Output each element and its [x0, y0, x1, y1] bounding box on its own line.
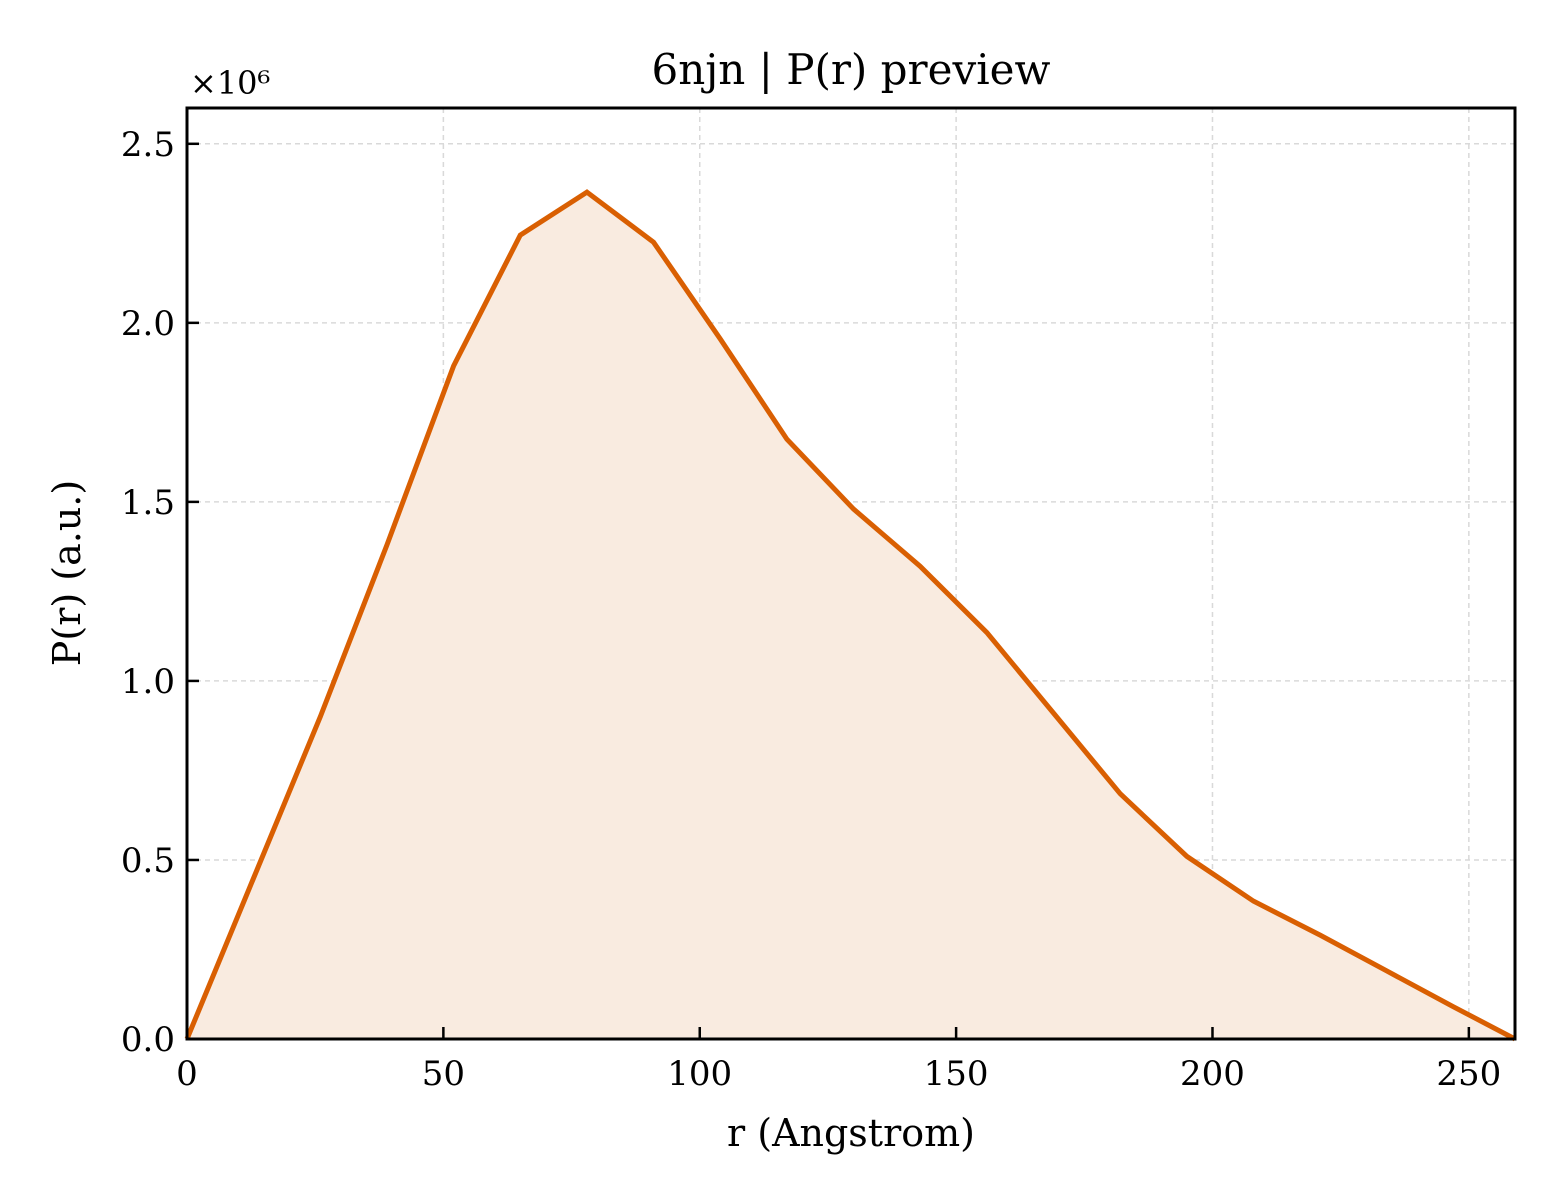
y-tick-label: 1.0 — [121, 662, 175, 702]
x-tick-label: 200 — [1180, 1054, 1245, 1094]
x-axis-label: r (Angstrom) — [727, 1111, 975, 1155]
x-tick-label: 250 — [1436, 1054, 1501, 1094]
y-tick-label: 0.5 — [121, 841, 175, 881]
plot-layer — [187, 192, 1515, 1039]
y-axis-label: P(r) (a.u.) — [45, 480, 89, 666]
y-tick-label: 1.5 — [121, 483, 175, 523]
y-tick-label: 2.5 — [121, 125, 175, 165]
series-area-fill — [187, 192, 1515, 1039]
y-offset-label: ×10⁶ — [190, 64, 270, 102]
x-tick-label: 0 — [176, 1054, 198, 1094]
y-tick-label: 2.0 — [121, 304, 175, 344]
chart-title: 6njn | P(r) preview — [652, 45, 1051, 94]
x-tick-label: 50 — [422, 1054, 465, 1094]
x-tick-label: 150 — [924, 1054, 989, 1094]
y-tick-label: 0.0 — [121, 1020, 175, 1060]
x-tick-label: 100 — [667, 1054, 732, 1094]
